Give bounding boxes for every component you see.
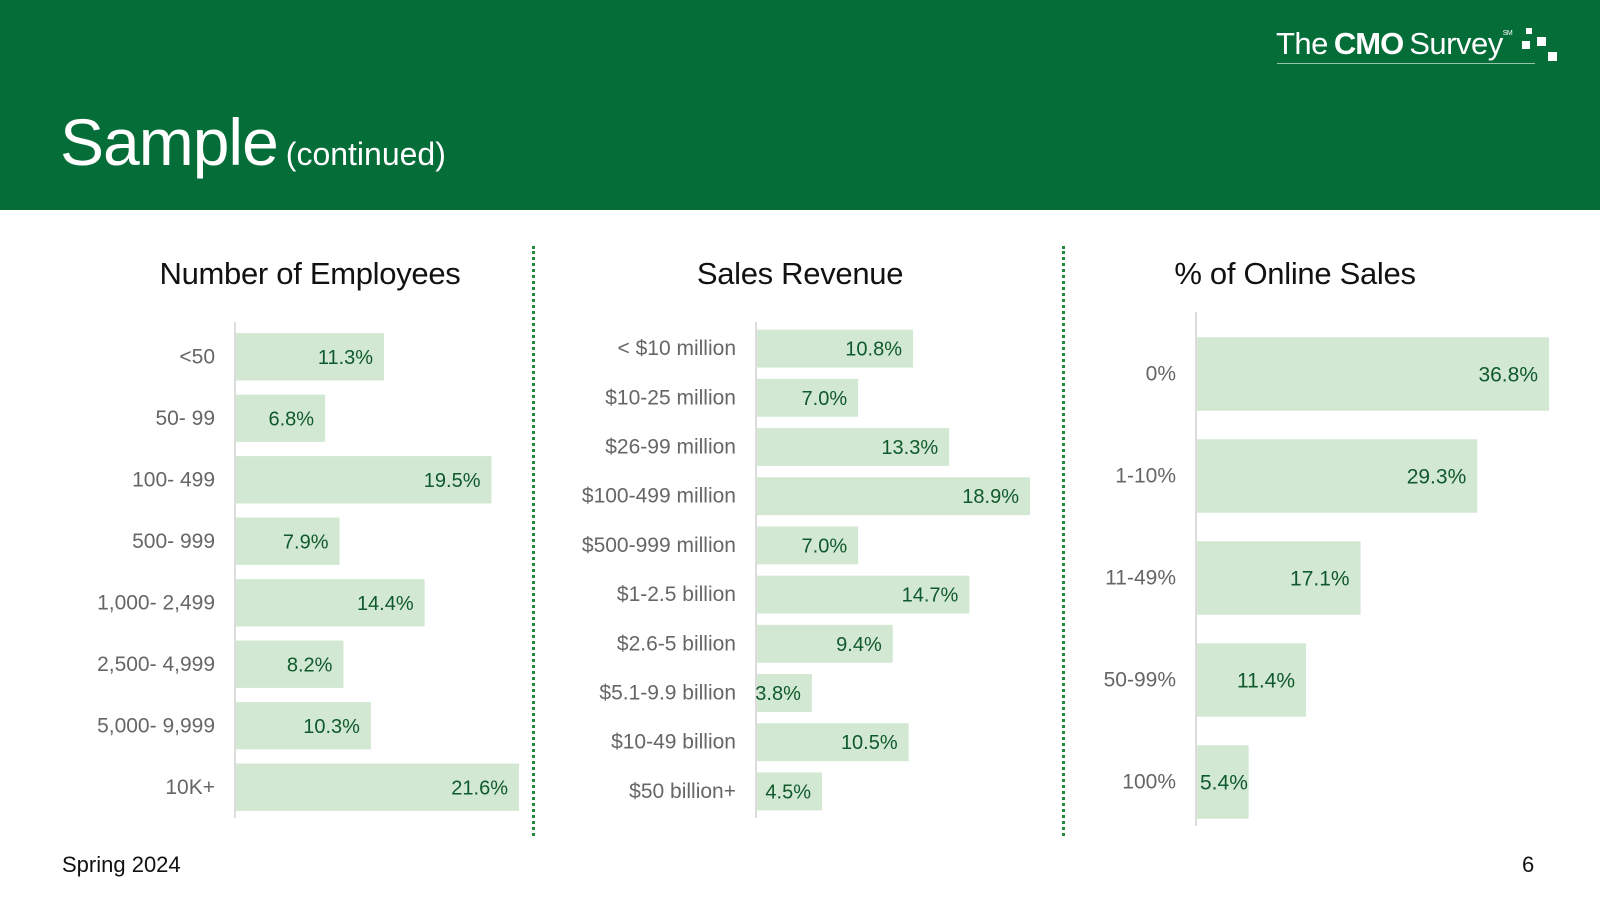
revenue-category-label: $10-25 million [605, 386, 736, 409]
employees-category-label: 500- 999 [132, 530, 215, 553]
revenue-category-label: $100-499 million [582, 485, 736, 508]
employees-bar [236, 763, 519, 811]
revenue-category-label: < $10 million [618, 337, 736, 360]
employees-bar [236, 702, 371, 750]
online-sales-category-label: 0% [1146, 363, 1176, 386]
revenue-bar [757, 624, 893, 663]
employees-value-label: 10.3% [303, 716, 360, 738]
online-sales-category-label: 100% [1122, 771, 1176, 794]
employees-category-label: <50 [179, 345, 215, 368]
revenue-bar-chart: < $10 million 10.8% $10-25 million 7.0% $26-… [582, 322, 1030, 818]
logo-service-mark: SM [1502, 30, 1513, 37]
revenue-bar [757, 575, 970, 614]
online-sales-value-label: 36.8% [1478, 364, 1538, 387]
revenue-value-label: 9.4% [836, 634, 882, 656]
revenue-bar [757, 526, 859, 565]
employees-value-label: 7.9% [283, 531, 329, 553]
online-sales-category-label: 11-49% [1105, 567, 1176, 590]
revenue-bar [757, 428, 950, 466]
revenue-value-label: 10.8% [845, 339, 902, 361]
logo-survey: Survey [1409, 26, 1503, 61]
employees-bar [236, 456, 492, 504]
revenue-category-label: $26-99 million [605, 436, 736, 459]
employees-bar [236, 517, 340, 565]
online-sales-bar [1197, 541, 1361, 615]
divider-left [532, 246, 535, 836]
page-number: 6 [1522, 852, 1535, 877]
revenue-value-label: 18.9% [962, 486, 1019, 508]
online-sales-category-label: 50-99% [1104, 669, 1176, 692]
page-title-subtitle: (continued) [285, 136, 446, 172]
online-sales-value-label: 5.4% [1200, 772, 1248, 795]
employees-bar [236, 640, 344, 688]
revenue-value-label: 3.8% [755, 683, 801, 705]
employees-category-label: 1,000- 2,499 [97, 591, 215, 614]
divider-right [1062, 246, 1065, 836]
logo-the: The [1276, 26, 1328, 61]
revenue-category-label: $2.6-5 billion [617, 632, 736, 655]
employees-value-label: 19.5% [424, 470, 481, 492]
revenue-value-label: 7.0% [802, 388, 848, 410]
logo-squares-icon [1522, 28, 1562, 64]
online-sales-value-label: 29.3% [1407, 466, 1467, 489]
revenue-bar [757, 329, 913, 368]
footer-season: Spring 2024 [62, 852, 181, 877]
cmo-survey-logo: The CMO SurveySM [1276, 26, 1513, 66]
revenue-bar [757, 378, 859, 417]
revenue-value-label: 13.3% [881, 437, 938, 459]
chart-title-revenue: Sales Revenue [696, 256, 904, 291]
logo-cmo: CMO [1333, 26, 1404, 61]
online-sales-bar [1197, 745, 1249, 819]
employees-category-label: 10K+ [165, 776, 215, 799]
revenue-category-label: $10-49 billion [611, 731, 736, 754]
employees-bar [236, 333, 385, 381]
revenue-value-label: 14.7% [902, 585, 959, 607]
employees-value-label: 8.2% [287, 654, 333, 676]
employees-value-label: 14.4% [357, 593, 414, 615]
revenue-bar [757, 674, 812, 712]
employees-category-label: 5,000- 9,999 [97, 714, 215, 737]
page-title-main: Sample [60, 105, 279, 179]
employees-value-label: 6.8% [268, 408, 314, 430]
online-sales-value-label: 17.1% [1290, 568, 1350, 591]
header-band: Sample (continued) The CMO SurveySM [0, 0, 1600, 210]
revenue-category-label: $50 billion+ [629, 780, 736, 803]
employees-value-label: 11.3% [318, 347, 373, 369]
revenue-bar [757, 723, 909, 762]
revenue-category-label: $1-2.5 billion [617, 583, 736, 606]
chart-title-online-sales: % of Online Sales [1174, 256, 1416, 291]
revenue-value-label: 7.0% [802, 535, 848, 557]
online-sales-bar [1197, 439, 1478, 513]
online-sales-value-label: 11.4% [1237, 670, 1295, 693]
revenue-bar [757, 772, 822, 811]
online-sales-bar [1197, 337, 1549, 411]
employees-bar-chart: <50 11.3% 50- 99 6.8% 100- 499 19.5% 500- 999 7… [97, 322, 519, 818]
logo-underline [1277, 63, 1535, 64]
online-sales-bar-chart: 0% 36.8% 1-10% 29.3% 11-49% 17.1% 50-99% 11.4% 1… [1104, 312, 1549, 826]
revenue-value-label: 4.5% [765, 781, 811, 803]
employees-bar [236, 579, 425, 627]
employees-bar [236, 394, 326, 442]
online-sales-category-label: 1-10% [1115, 465, 1176, 488]
revenue-value-label: 10.5% [841, 732, 898, 754]
online-sales-bar [1197, 643, 1307, 717]
revenue-category-label: $5.1-9.9 billion [599, 682, 736, 705]
chart-title-employees: Number of Employees [159, 256, 461, 291]
revenue-bar [757, 477, 1030, 516]
employees-value-label: 21.6% [451, 777, 508, 799]
revenue-category-label: $500-999 million [582, 534, 736, 557]
page-title: Sample (continued) [60, 104, 446, 180]
employees-category-label: 50- 99 [155, 407, 215, 430]
employees-category-label: 100- 499 [132, 468, 215, 491]
employees-category-label: 2,500- 4,999 [97, 653, 215, 676]
